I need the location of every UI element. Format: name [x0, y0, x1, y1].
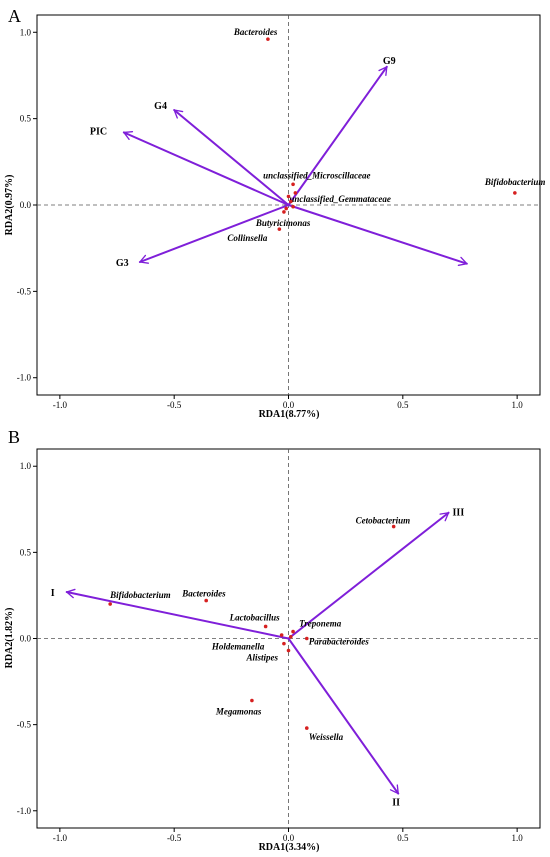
panel-a-env-arrow: [173, 109, 290, 206]
panel-b-env-label: II: [392, 798, 400, 809]
panel-a-env-label: G9: [383, 56, 396, 67]
panel-b-x-axis-title: RDA1(3.34%): [259, 842, 320, 853]
panel-b-species-point: [288, 634, 293, 639]
panel-a-species-label: unclassified_Gemmataceae: [289, 194, 390, 204]
panel-a-species-point: [291, 182, 295, 187]
panel-b-x-tick-label: 0.0: [283, 833, 295, 843]
panel-b-species-label: Bifidobacterium: [109, 590, 171, 600]
panel-a-species-label: Collinsella: [227, 233, 268, 243]
panel-b-species-point: [250, 698, 254, 703]
panel-a-x-tick-label: 0.5: [397, 400, 409, 410]
panel-a-y-tick-label: 0.5: [20, 114, 32, 124]
panel-b-species-point: [282, 641, 286, 646]
panel-b-species-label: Megamonas: [215, 707, 262, 717]
panel-a-env-arrow: [287, 65, 388, 206]
panel-a-species-point: [282, 210, 286, 214]
panel-a-species-point: [286, 194, 291, 199]
panel-a-y-tick-label: -1.0: [17, 373, 32, 383]
panel-a-y-axis-title: RDA2(0.97%): [4, 175, 15, 236]
panel-a-env-label: G3: [116, 258, 129, 269]
panel-b-label: B: [8, 427, 20, 447]
panel-a-species-point: [277, 227, 282, 231]
panel-a-y-tick-label: 1.0: [20, 27, 32, 37]
panel-b-env-arrow: [287, 637, 400, 795]
panel-b-y-tick-label: 0.0: [20, 634, 32, 644]
panel-a-y-tick-label: -0.5: [17, 286, 32, 296]
panel-b-y-tick-label: 1.0: [20, 461, 32, 471]
panel-b-rda-plot: B -1.0 -0.5 0.0 0.5 1.0-1.0-0.50.00.51.0 III…: [4, 427, 541, 853]
panel-b-species-point: [304, 726, 309, 730]
panel-a-y-tick-label: 0.0: [20, 200, 32, 210]
panel-a-x-tick-label: -1.0: [53, 400, 68, 410]
panel-b-species-point: [286, 648, 291, 653]
panel-b-species-point: [291, 629, 295, 634]
panel-b-y-tick-label: -1.0: [17, 806, 32, 816]
panel-b-env-arrow: [65, 588, 290, 640]
panel-a-species-label: Butyricimonas: [255, 218, 311, 228]
panel-a-species-point: [266, 37, 270, 41]
panel-b-x-tick-label: 0.5: [397, 833, 409, 843]
panel-a-rda-plot: A -1.0 -0.5 0.0 0.5 1.0-1.0-0.50.00.51.0 G9G…: [4, 6, 545, 420]
panel-b-species-label: Alistipes: [246, 653, 279, 663]
panel-b-y-axis-title: RDA2(1.82%): [4, 608, 15, 669]
panel-b-env-label: III: [453, 508, 465, 519]
panel-b-species-point: [263, 624, 268, 629]
panel-b-species-label: Holdemanella: [211, 642, 265, 652]
panel-a-ticks: -1.0 -0.5 0.0 0.5 1.0 -1.0 -0.5 0.0 0.5 1.0: [17, 27, 524, 410]
panel-a-env-label: G4: [154, 101, 167, 112]
panel-b-species-label: Lactobacillus: [229, 612, 280, 622]
panel-a-x-tick-label: 0.0: [283, 400, 295, 410]
panel-b-env-label: I: [51, 588, 55, 599]
panel-a-env-arrow: [138, 204, 290, 264]
panel-b-x-tick-label: 1.0: [512, 833, 524, 843]
panel-a-env-arrow: [122, 130, 290, 206]
panel-b-species-point: [204, 598, 208, 603]
panel-b-species-point: [279, 633, 284, 637]
panel-b-species-point: [391, 524, 396, 529]
panel-b-species-label: Weissella: [309, 732, 344, 742]
panel-b-x-tick-label: -0.5: [167, 833, 182, 843]
panel-a-arrows: G9 G4 PIC G3: [90, 56, 468, 269]
panel-a-x-axis-title: RDA1(8.77%): [259, 409, 320, 420]
panel-b-env-arrow: [287, 511, 450, 640]
panel-a-species-label: unclassified_Microscillaceae: [263, 170, 371, 180]
panel-a-species-point: [291, 204, 295, 209]
panel-a-species-point: [513, 191, 517, 195]
panel-a-env-label: PIC: [90, 126, 107, 137]
panel-a-label: A: [8, 6, 21, 26]
panel-b-ticks: -1.0 -0.5 0.0 0.5 1.0 -1.0 -0.5 0.0 0.5 1.0: [17, 461, 524, 843]
panel-b-species-label: Parabacteroides: [309, 637, 369, 647]
panel-a-species-point: [288, 199, 293, 204]
panel-a-species-point: [284, 206, 289, 211]
panel-b-y-tick-label: 0.5: [20, 547, 32, 557]
panel-b-species-label: Treponema: [299, 619, 342, 629]
panel-b-x-tick-label: -1.0: [53, 833, 68, 843]
panel-a-env-arrow: [287, 204, 468, 267]
panel-b-species-point: [108, 602, 112, 606]
panel-b-species-label: Bacteroides: [181, 589, 226, 599]
panel-a-species-point: [293, 191, 298, 195]
panel-a-x-tick-label: -0.5: [167, 400, 182, 410]
panel-b-points: Cetobacterium Bifidobacterium Bacteroides L…: [108, 516, 411, 742]
panel-a-x-tick-label: 1.0: [512, 400, 524, 410]
panel-b-species-label: Cetobacterium: [356, 516, 411, 526]
panel-b-y-tick-label: -0.5: [17, 720, 32, 730]
panel-a-species-label: Bifidobacterium: [484, 177, 545, 187]
panel-a-points: Bacteroides Bifidobacterium unclassified_M…: [227, 27, 545, 243]
panel-a-species-label: Bacteroides: [233, 27, 278, 37]
panel-b-species-point: [304, 636, 309, 641]
